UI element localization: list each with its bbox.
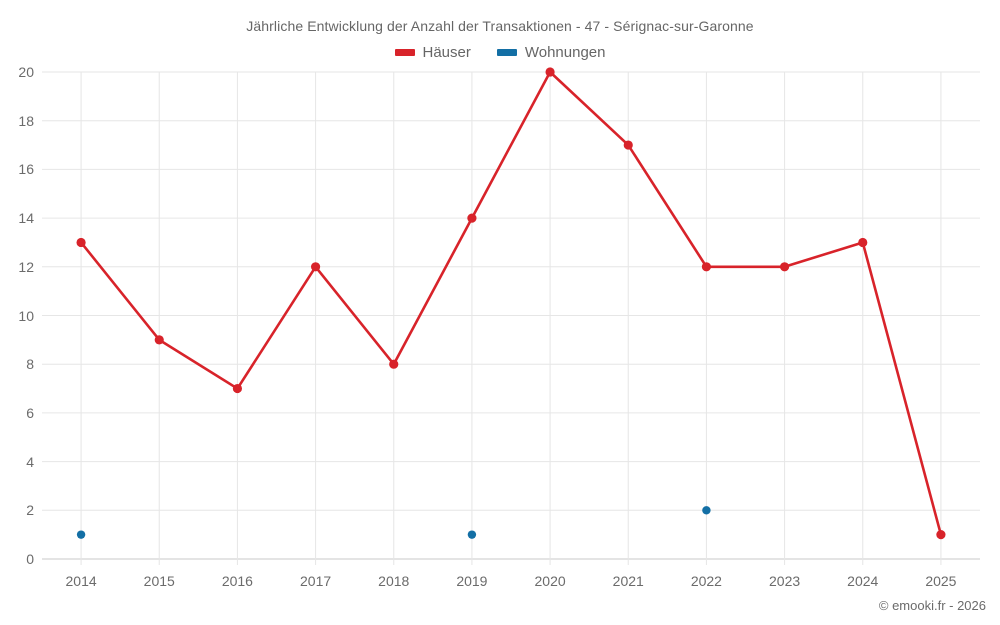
x-tick-label: 2019 <box>456 573 488 589</box>
legend-label-hauser: Häuser <box>422 44 471 61</box>
plot-svg <box>42 67 980 565</box>
data-point[interactable] <box>232 383 243 394</box>
legend-swatch-hauser <box>394 49 415 56</box>
x-tick-label: 2015 <box>143 573 175 589</box>
data-point[interactable] <box>467 213 477 223</box>
series-line-0 <box>79 70 943 536</box>
y-tick-label: 10 <box>18 307 34 324</box>
data-point[interactable] <box>936 530 946 540</box>
chart-legend: Häuser Wohnungen <box>0 44 1000 61</box>
x-tick-label: 2025 <box>925 573 957 589</box>
y-tick-label: 14 <box>18 210 34 227</box>
data-point[interactable] <box>467 530 477 539</box>
legend-item-hauser[interactable]: Häuser <box>394 44 471 61</box>
data-point[interactable] <box>310 262 321 272</box>
y-tick-label: 20 <box>18 64 34 80</box>
y-tick-label: 0 <box>26 551 34 567</box>
x-tick-label: 2018 <box>378 573 410 589</box>
y-tick-label: 8 <box>26 356 34 373</box>
x-tick-label: 2020 <box>534 573 566 589</box>
y-tick-label: 18 <box>18 112 34 129</box>
y-tick-label: 12 <box>18 258 34 275</box>
data-point[interactable] <box>623 140 633 150</box>
x-tick-label: 2014 <box>65 573 97 589</box>
y-tick-label: 4 <box>26 453 34 470</box>
x-tick-label: 2017 <box>300 573 332 589</box>
data-point[interactable] <box>389 359 399 369</box>
legend-swatch-wohnungen <box>496 49 517 56</box>
y-tick-label: 16 <box>18 161 34 178</box>
y-axis-tick-labels: 0 2 4 6 8 10 12 14 16 18 20 <box>0 64 34 567</box>
x-tick-label: 2021 <box>612 573 644 589</box>
y-tick-label: 2 <box>26 502 34 519</box>
data-point[interactable] <box>76 530 86 539</box>
credit-text: © emooki.fr - 2026 <box>878 598 986 613</box>
x-tick-label: 2023 <box>769 573 801 589</box>
x-tick-label: 2024 <box>847 573 879 589</box>
x-tick-label: 2016 <box>221 573 253 589</box>
data-point[interactable] <box>545 67 555 77</box>
data-point[interactable] <box>779 262 790 272</box>
plot-area <box>42 67 980 565</box>
data-point[interactable] <box>154 335 164 345</box>
y-tick-label: 6 <box>26 404 34 421</box>
x-tick-label: 2022 <box>690 573 722 589</box>
x-axis-tick-labels: 2014 2015 2016 2017 2018 2019 2020 2021 2022 2023… <box>42 559 980 595</box>
legend-label-wohnungen: Wohnungen <box>524 44 606 61</box>
legend-item-wohnungen[interactable]: Wohnungen <box>496 44 606 61</box>
data-point[interactable] <box>701 262 712 272</box>
data-point[interactable] <box>702 506 711 515</box>
data-point[interactable] <box>76 237 86 248</box>
data-point[interactable] <box>858 237 868 248</box>
chart-title: Jährliche Entwicklung der Anzahl der Tra… <box>246 18 754 34</box>
